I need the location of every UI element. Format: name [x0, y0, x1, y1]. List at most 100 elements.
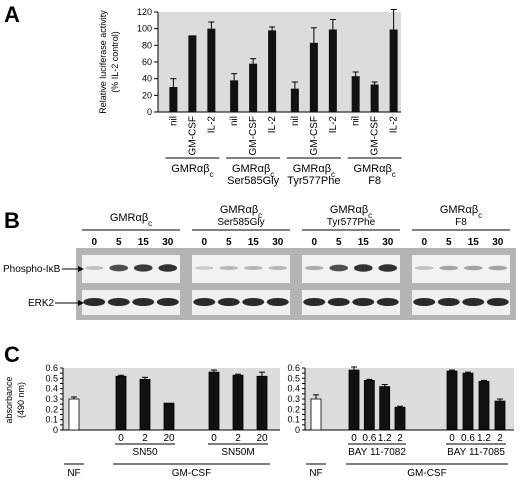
panel-a-bar [309, 42, 318, 113]
panel-a-group-label: GMRαβc [171, 163, 213, 179]
blot-construct-label: GMRαβc [330, 204, 372, 220]
panel-a-category-label: GM-CSF [309, 116, 320, 155]
panel-a-chart: Relative luciferase activity (% IL-2 con… [98, 7, 402, 187]
panel-a-category-label: GM-CSF [370, 116, 381, 155]
panel-a-ylabel-line1: Relative luciferase activity [98, 10, 108, 114]
panel-a-category-label: IL-2 [267, 116, 278, 134]
phospho-arrow-icon [78, 266, 84, 272]
blot-time-label: 5 [446, 237, 452, 248]
panel-c-bar [348, 369, 360, 431]
panel-c-ytick-label: 0.2 [287, 404, 300, 414]
panel-c-group-label: BAY 11-7085 [447, 447, 505, 458]
panel-a-bar [328, 29, 337, 112]
panel-c-left-chart: absorbance (490 nm) 00.10.20.30.40.50.6 … [4, 363, 280, 479]
panel-c-dose-label: 0 [211, 433, 217, 444]
panel-a-ylabel-line2: (% IL-2 control) [110, 31, 120, 93]
panel-a-bar [188, 35, 197, 113]
panel-c-bar [232, 374, 244, 431]
panel-c-group-label: SN50M [221, 447, 254, 458]
blot-band-erk2 [303, 298, 326, 306]
blot-time-label: 30 [162, 237, 174, 248]
panel-c-ylabel-line2: (490 nm) [16, 382, 26, 418]
panel-c-bar [163, 402, 175, 431]
panel-c-nf-label: NF [309, 468, 322, 479]
blot-band-phospho [439, 265, 459, 271]
panel-a-category-label: GM-CSF [187, 116, 198, 155]
panel-c-dose-label: 0.6 [461, 433, 475, 444]
blot-time-label: 30 [492, 237, 504, 248]
panel-c-ylabel-line1: absorbance [4, 376, 14, 423]
panel-a-group-variant: Tyr577Phe [287, 175, 340, 187]
panel-a-category-label: nil [229, 116, 240, 126]
panel-c-ytick-label: 0.6 [287, 363, 300, 373]
blot-band-erk2 [266, 298, 289, 306]
panel-c-dose-label: 2 [397, 433, 403, 444]
panel-c-dose-label: 20 [163, 433, 175, 444]
panel-c-dose-label: 2 [142, 433, 148, 444]
panel-a-ytick-label: 20 [142, 90, 152, 100]
blot-time-label: 0 [201, 237, 207, 248]
blot-construct-label: GMRαβc [440, 204, 482, 220]
blot-band-erk2 [242, 298, 265, 306]
panel-c-bar [379, 386, 391, 431]
blot-time-label: 5 [336, 237, 342, 248]
panel-a-plot-area [158, 12, 401, 112]
blot-band-erk2 [193, 298, 216, 306]
panel-label-c: C [4, 342, 20, 367]
panel-c-bar [494, 400, 506, 431]
blot-construct-label: GMRαβc [220, 204, 262, 220]
blot-construct-variant: Tyr577Phe [327, 217, 376, 228]
panel-a-ytick-label: 0 [147, 107, 152, 117]
panel-c-bar [115, 375, 127, 431]
panel-c-bar [363, 379, 375, 431]
panel-a-category-label: nil [351, 116, 362, 126]
panel-a-bar [290, 88, 299, 112]
blot-time-label: 15 [248, 237, 260, 248]
blot-band-erk2 [83, 298, 106, 306]
panel-c-treatment-label: GM-CSF [407, 468, 446, 479]
panel-c-dose-label: 0 [449, 433, 455, 444]
erk2-arrow-icon [78, 300, 84, 306]
panel-c-bar [394, 406, 406, 431]
panel-c-ytick-label: 0 [295, 425, 300, 435]
panel-a-bar [169, 87, 178, 112]
blot-band-phospho [158, 264, 178, 272]
panel-c-group-label: BAY 11-7082 [348, 447, 406, 458]
panel-c-ytick-label: 0.4 [287, 384, 300, 394]
panel-a-group-label: GMRαβc [353, 163, 395, 179]
blot-band-phospho [304, 265, 324, 271]
panel-c-bar [446, 370, 458, 431]
blot-time-label: 0 [91, 237, 97, 248]
blot-band-phospho [243, 266, 263, 270]
panel-c-bar [139, 378, 151, 431]
blot-band-phospho [414, 266, 434, 270]
panel-a-group-label: GMRαβc [232, 163, 274, 179]
panel-c-bar [478, 381, 490, 431]
blot-time-label: 15 [468, 237, 480, 248]
panel-c-dose-label: 2 [497, 433, 503, 444]
panel-label-b: B [4, 208, 20, 233]
blot-time-label: 5 [116, 237, 122, 248]
blot-band-erk2 [217, 298, 240, 306]
blot-band-erk2 [352, 298, 375, 306]
panel-a-group-variant: F8 [368, 175, 381, 187]
panel-c-ytick-label: 0 [53, 425, 58, 435]
blot-time-label: 30 [272, 237, 284, 248]
panel-a-bar [230, 80, 239, 112]
panel-c-ytick-label: 0.1 [45, 415, 58, 425]
panel-c-ytick-label: 0.6 [45, 363, 58, 373]
panel-c-bar [208, 371, 220, 431]
panel-c-dose-label: 1.2 [477, 433, 491, 444]
panel-a-category-label: IL-2 [389, 116, 400, 134]
blot-band-phospho [133, 264, 153, 272]
blot-time-label: 5 [226, 237, 232, 248]
blot-band-erk2 [437, 298, 460, 306]
panel-a-ytick-label: 40 [142, 74, 152, 84]
blot-band-phospho [84, 266, 104, 270]
blot-time-label: 0 [311, 237, 317, 248]
panel-c-dose-label: 0 [118, 433, 124, 444]
blot-band-phospho [378, 264, 398, 272]
panel-a-ytick-label: 100 [137, 24, 152, 34]
panel-a-bar [351, 76, 360, 112]
